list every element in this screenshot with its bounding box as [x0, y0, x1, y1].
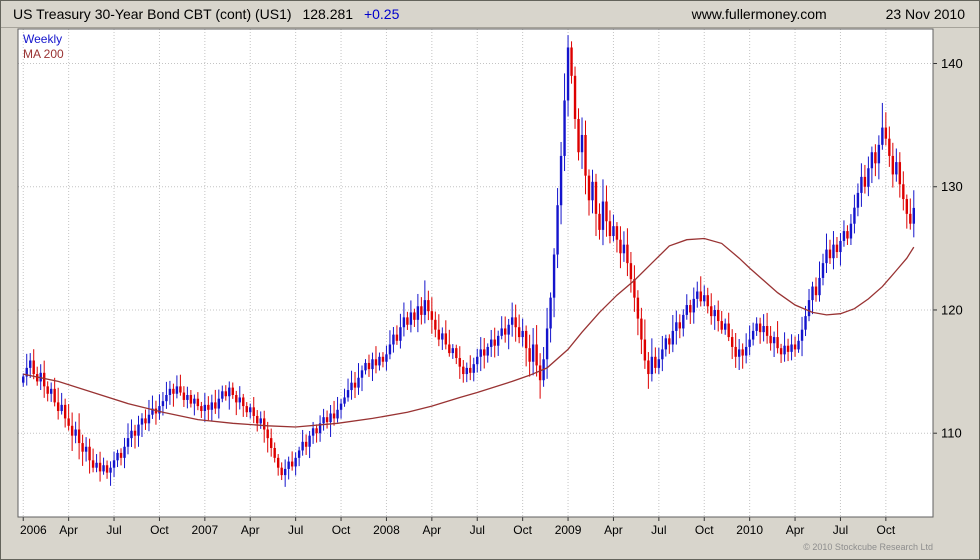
instrument-info: US Treasury 30-Year Bond CBT (cont) (US1… — [13, 6, 406, 22]
svg-text:Oct: Oct — [877, 523, 896, 537]
svg-text:Apr: Apr — [604, 523, 623, 537]
svg-text:110: 110 — [941, 426, 962, 441]
svg-text:Oct: Oct — [332, 523, 351, 537]
source-info: www.fullermoney.com 23 Nov 2010 — [692, 6, 965, 22]
svg-text:2009: 2009 — [555, 523, 582, 537]
svg-text:Apr: Apr — [241, 523, 260, 537]
svg-text:Jul: Jul — [288, 523, 303, 537]
svg-text:Jul: Jul — [106, 523, 121, 537]
chart-title: US Treasury 30-Year Bond CBT (cont) (US1… — [13, 6, 292, 22]
svg-text:2006: 2006 — [20, 523, 47, 537]
last-price: 128.281 — [302, 6, 354, 22]
chart-legend: Weekly MA 200 — [23, 32, 64, 62]
price-change: +0.25 — [363, 6, 400, 22]
svg-text:Apr: Apr — [423, 523, 442, 537]
svg-text:130: 130 — [941, 179, 963, 194]
website-text: www.fullermoney.com — [691, 6, 827, 22]
chart-header: US Treasury 30-Year Bond CBT (cont) (US1… — [1, 1, 979, 27]
svg-text:Jul: Jul — [470, 523, 485, 537]
svg-text:120: 120 — [941, 302, 963, 317]
svg-text:Apr: Apr — [59, 523, 78, 537]
svg-text:Jul: Jul — [651, 523, 666, 537]
svg-text:Oct: Oct — [150, 523, 169, 537]
legend-ma200: MA 200 — [23, 47, 64, 61]
svg-text:Apr: Apr — [786, 523, 805, 537]
svg-text:Oct: Oct — [513, 523, 532, 537]
chart-date: 23 Nov 2010 — [885, 6, 965, 22]
svg-text:2010: 2010 — [736, 523, 763, 537]
svg-text:2007: 2007 — [191, 523, 218, 537]
svg-text:140: 140 — [941, 56, 963, 71]
copyright-notice: © 2010 Stockcube Research Ltd — [803, 542, 933, 552]
svg-text:Jul: Jul — [833, 523, 848, 537]
svg-text:2008: 2008 — [373, 523, 400, 537]
legend-weekly: Weekly — [23, 32, 63, 46]
svg-text:Oct: Oct — [695, 523, 714, 537]
